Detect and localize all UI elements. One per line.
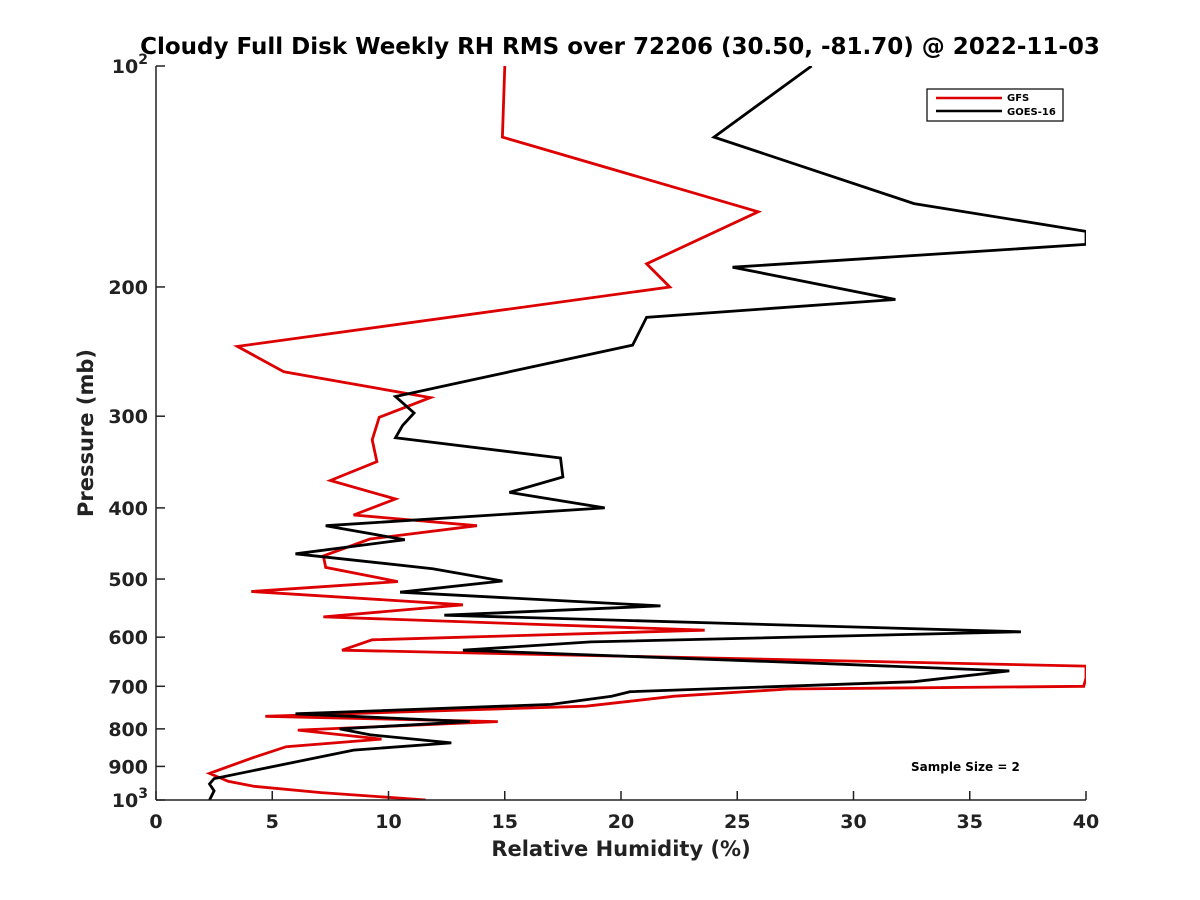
x-tick-label: 35 [957, 811, 983, 833]
y-tick-label: 700 [108, 676, 148, 698]
y-tick-label: 900 [108, 756, 148, 778]
y-tick-label: 200 [108, 277, 148, 299]
y-tick-label: 103 [112, 786, 148, 812]
y-tick-label: 600 [108, 627, 148, 649]
legend: GFS GOES-16 [926, 88, 1064, 122]
series-layer [205, 66, 1086, 800]
x-tick-label: 40 [1073, 811, 1099, 833]
y-tick-label: 400 [108, 498, 148, 520]
x-tick-label: 25 [724, 811, 750, 833]
chart-title: Cloudy Full Disk Weekly RH RMS over 7220… [140, 34, 1100, 60]
x-tick-label: 5 [266, 811, 279, 833]
y-tick-label: 500 [108, 569, 148, 591]
x-ticks: 0 5 10 15 20 25 30 35 40 [149, 791, 1099, 833]
x-tick-label: 10 [375, 811, 401, 833]
legend-box [926, 88, 1064, 122]
y-axis-label: Pressure (mb) [74, 349, 98, 517]
sample-size-annotation: Sample Size = 2 [911, 760, 1020, 774]
y-tick-label: 300 [108, 406, 148, 428]
y-ticks: 102 200 300 400 500 600 700 800 900 103 [108, 52, 165, 812]
y-tick-label: 102 [112, 52, 148, 78]
x-tick-label: 0 [149, 811, 162, 833]
y-tick-label: 800 [108, 719, 148, 741]
x-axis-label: Relative Humidity (%) [491, 837, 750, 861]
legend-label-gfs: GFS [1007, 93, 1029, 104]
x-tick-label: 15 [492, 811, 518, 833]
x-tick-label: 20 [608, 811, 634, 833]
legend-label-goes16: GOES-16 [1007, 107, 1056, 118]
series-line-goes16 [207, 66, 1086, 800]
x-tick-label: 30 [840, 811, 866, 833]
plot-area: 0 5 10 15 20 25 30 35 40 102 200 300 400 500 600 700 80… [108, 52, 1099, 833]
